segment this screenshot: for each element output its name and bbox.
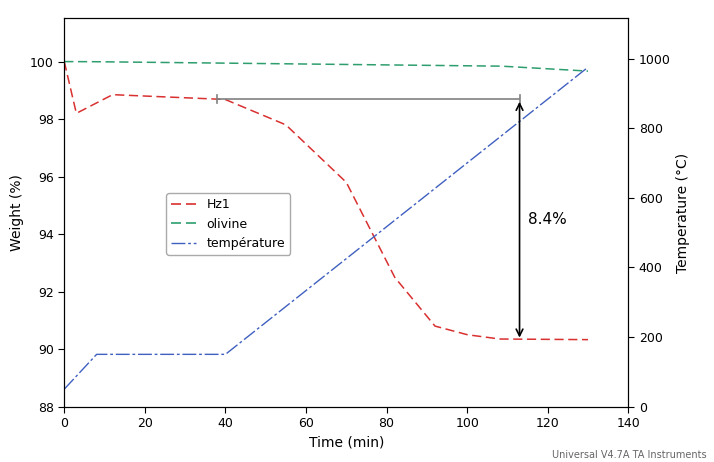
Text: 8.4%: 8.4% <box>528 212 566 227</box>
X-axis label: Time (min): Time (min) <box>308 436 384 450</box>
Y-axis label: Weight (%): Weight (%) <box>11 174 24 251</box>
Text: Universal V4.7A TA Instruments: Universal V4.7A TA Instruments <box>552 450 707 460</box>
Legend: Hz1, olivine, température: Hz1, olivine, température <box>166 194 290 255</box>
Y-axis label: Temperature (°C): Temperature (°C) <box>676 152 690 273</box>
